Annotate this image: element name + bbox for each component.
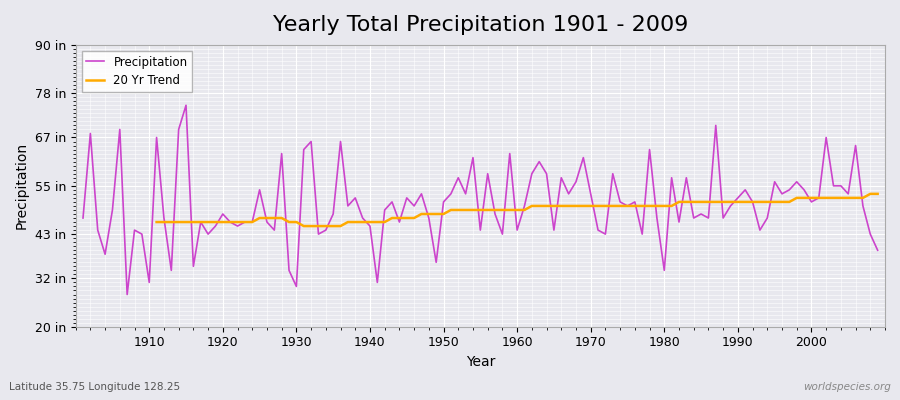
Precipitation: [872, 248, 883, 253]
Precipitation: [519, 204, 530, 208]
20 Yr Trend: [151, 220, 162, 224]
20 Yr Trend: [725, 200, 736, 204]
Precipitation: [313, 232, 324, 236]
Precipitation: [526, 171, 537, 176]
20 Yr Trend: [872, 192, 883, 196]
Text: worldspecies.org: worldspecies.org: [803, 382, 891, 392]
20 Yr Trend: [541, 204, 552, 208]
20 Yr Trend: [298, 224, 309, 228]
Precipitation: [181, 103, 192, 108]
Legend: Precipitation, 20 Yr Trend: Precipitation, 20 Yr Trend: [82, 51, 193, 92]
Precipitation: [615, 200, 626, 204]
Line: Precipitation: Precipitation: [83, 105, 878, 294]
20 Yr Trend: [350, 220, 361, 224]
Precipitation: [77, 216, 88, 220]
Precipitation: [357, 216, 368, 220]
Line: 20 Yr Trend: 20 Yr Trend: [157, 194, 878, 226]
X-axis label: Year: Year: [465, 355, 495, 369]
20 Yr Trend: [865, 192, 876, 196]
Precipitation: [122, 292, 132, 297]
Precipitation: [144, 280, 155, 285]
Y-axis label: Precipitation: Precipitation: [15, 142, 29, 229]
20 Yr Trend: [519, 208, 530, 212]
20 Yr Trend: [379, 220, 390, 224]
20 Yr Trend: [328, 224, 338, 228]
Title: Yearly Total Precipitation 1901 - 2009: Yearly Total Precipitation 1901 - 2009: [273, 15, 688, 35]
Text: Latitude 35.75 Longitude 128.25: Latitude 35.75 Longitude 128.25: [9, 382, 180, 392]
